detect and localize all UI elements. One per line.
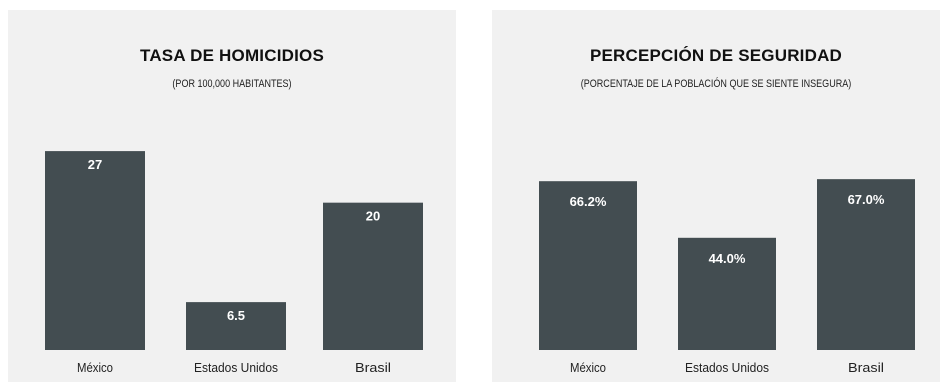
- bar-1: [45, 151, 145, 350]
- bar-value-label: 44.0%: [709, 251, 746, 266]
- chart-subtitle: (PORCENTAJE DE LA POBLACIÓN QUE SE SIENT…: [580, 78, 852, 90]
- chart-subtitle: (POR 100,000 HABITANTES): [172, 78, 292, 90]
- bar-2: [678, 237, 776, 350]
- category-label: Brasil: [355, 360, 391, 375]
- bar-value-label: 67.0%: [848, 192, 885, 207]
- bar-value-label: 6.5: [227, 308, 245, 323]
- category-label: Estados Unidos: [685, 360, 769, 375]
- category-label: Estados Unidos: [194, 360, 278, 375]
- bar-1: [539, 181, 637, 350]
- homicide-rate-chart-panel: TASA DE HOMICIDIOS (POR 100,000 HABITANT…: [8, 10, 456, 382]
- category-label: México: [570, 360, 606, 375]
- chart-title: PERCEPCIÓN DE SEGURIDAD: [589, 46, 843, 65]
- bar-3: [323, 202, 423, 350]
- bar-value-label: 66.2%: [570, 194, 607, 209]
- security-perception-bar-chart: 66.2% México 44.0% Estados Unidos 67.0% Brasi…: [539, 179, 915, 375]
- bar-value-label: 27: [88, 157, 102, 172]
- security-perception-chart-panel: PERCEPCIÓN DE SEGURIDAD (PORCENTAJE DE L…: [492, 10, 940, 382]
- bar-2: [186, 302, 286, 350]
- category-label: Brasil: [848, 360, 884, 375]
- bar-value-label: 20: [366, 209, 380, 224]
- chart-title: TASA DE HOMICIDIOS: [140, 46, 324, 65]
- bar-3: [817, 179, 915, 350]
- category-label: México: [77, 360, 113, 375]
- homicide-rate-bar-chart: 27 México 6.5 Estados Unidos 20 Brasil: [45, 151, 423, 375]
